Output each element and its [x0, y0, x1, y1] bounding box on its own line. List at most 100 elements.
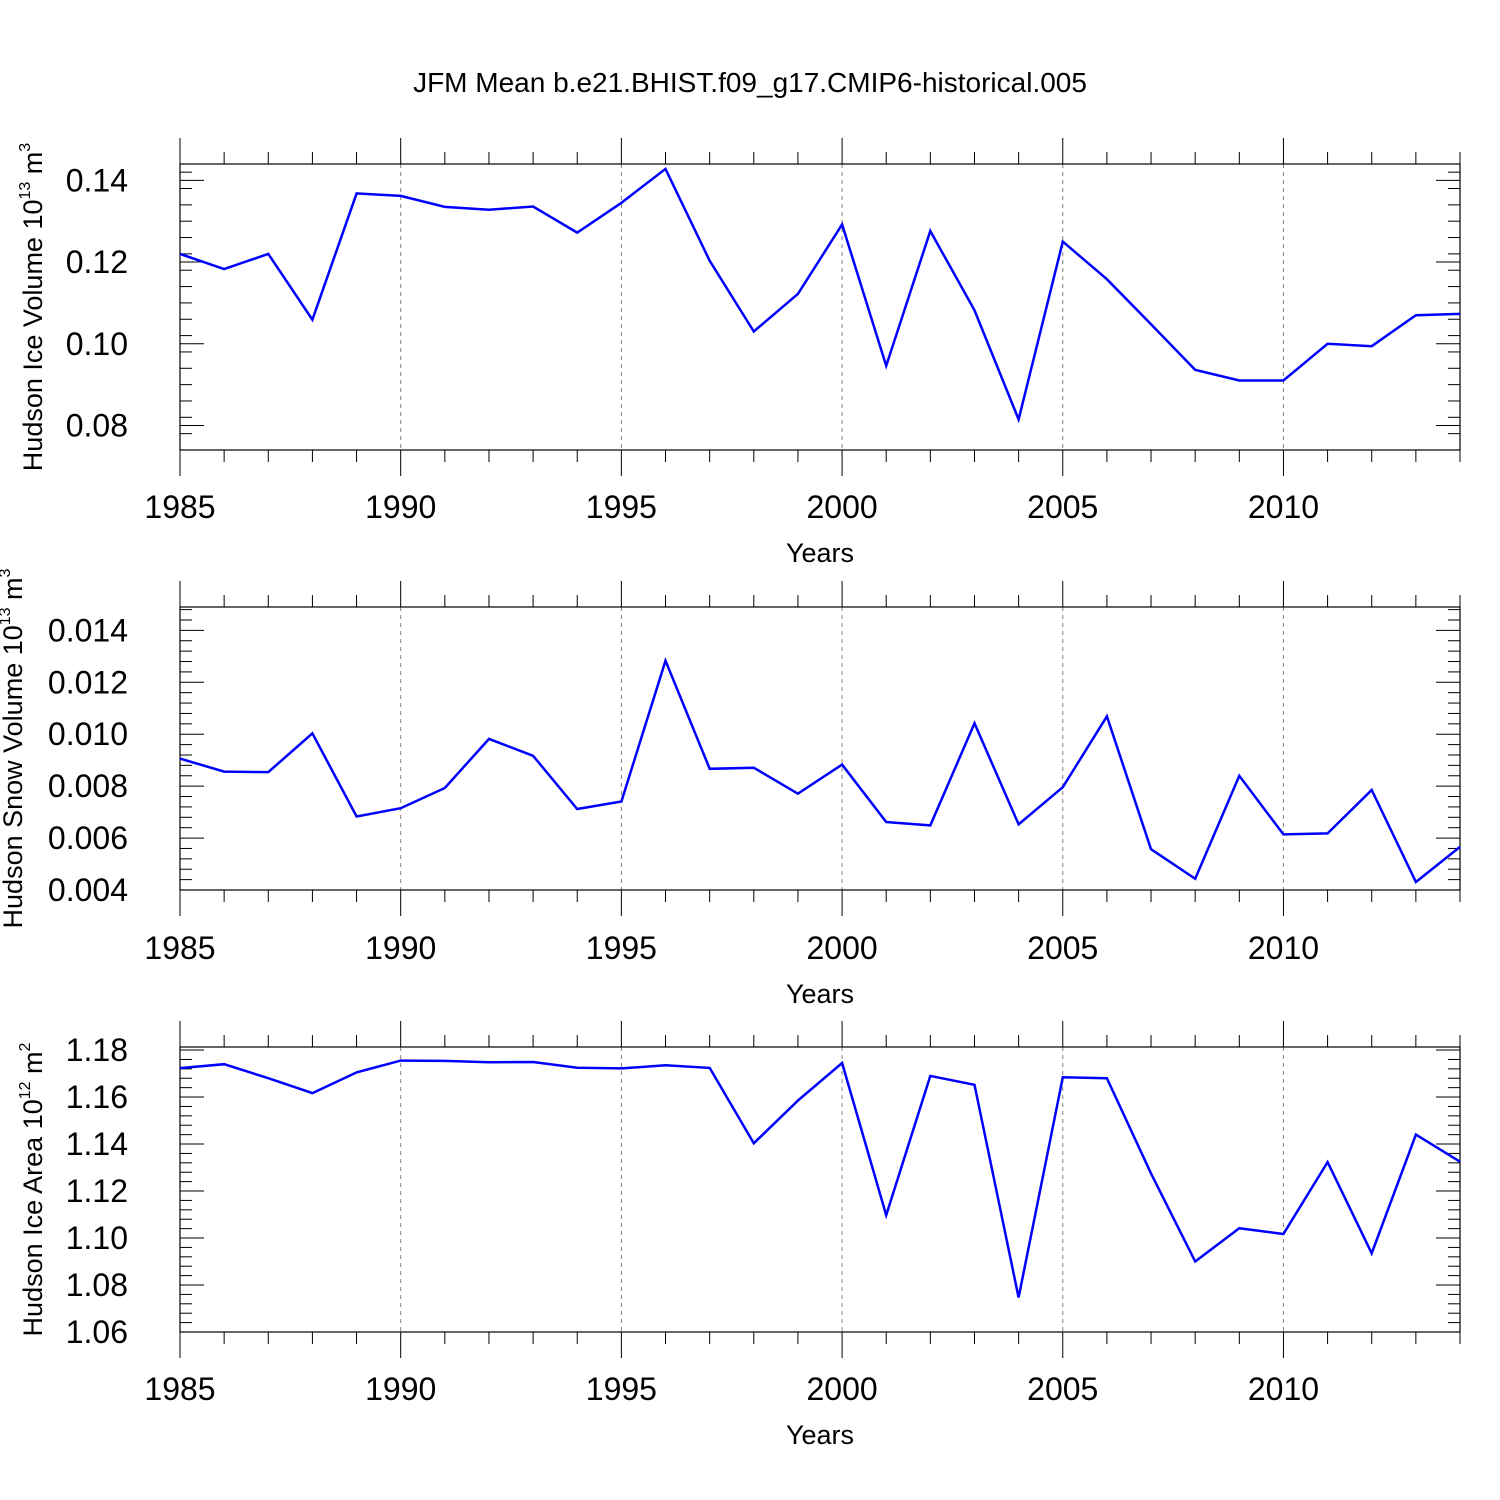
- x-tick-label: 1990: [365, 930, 436, 966]
- x-axis-title: Years: [786, 538, 854, 568]
- data-point: [1194, 878, 1196, 880]
- x-axis-title: Years: [786, 1420, 854, 1450]
- data-point: [179, 758, 181, 760]
- x-tick-label: 2000: [806, 1371, 877, 1407]
- data-point: [179, 253, 181, 255]
- plot-frame: [179, 1046, 1461, 1333]
- data-point: [532, 755, 534, 757]
- data-point: [356, 1071, 358, 1073]
- chart-title: JFM Mean b.e21.BHIST.f09_g17.CMIP6-histo…: [413, 67, 1087, 98]
- data-point: [1415, 314, 1417, 316]
- x-tick-label: 2005: [1027, 1371, 1098, 1407]
- data-point: [885, 1214, 887, 1216]
- data-point: [620, 800, 622, 802]
- x-tick-label: 1995: [586, 489, 657, 525]
- data-point: [223, 771, 225, 773]
- data-point: [1327, 832, 1329, 834]
- y-tick-label: 0.004: [48, 872, 128, 908]
- data-point: [1150, 1172, 1152, 1174]
- data-point: [1459, 313, 1461, 315]
- data-point: [1371, 789, 1373, 791]
- x-tick-label: 2000: [806, 489, 877, 525]
- y-tick-label: 0.010: [48, 716, 128, 752]
- data-point: [885, 821, 887, 823]
- y-tick-label: 0.014: [48, 612, 128, 648]
- data-point: [1150, 848, 1152, 850]
- data-point: [753, 767, 755, 769]
- y-axis-title-ylabel: Hudson Ice Volume 10: [18, 200, 48, 472]
- x-tick-label: 1995: [586, 1371, 657, 1407]
- data-point: [356, 816, 358, 818]
- data-point: [1018, 823, 1020, 825]
- data-point: [1062, 241, 1064, 243]
- data-point: [1282, 380, 1284, 382]
- y-tick-label: 1.08: [66, 1267, 128, 1303]
- y-tick-label: 1.14: [66, 1126, 128, 1162]
- data-point: [267, 253, 269, 255]
- data-point: [1459, 846, 1461, 848]
- data-point: [576, 808, 578, 810]
- data-point: [1282, 833, 1284, 835]
- data-point: [532, 1061, 534, 1063]
- panel-ice-area: 1985 1990 1995 2000 2005 2010 Years 1.06 1.08 1.1…: [17, 1021, 1461, 1450]
- data-point: [1062, 1076, 1064, 1078]
- data-point: [1459, 1161, 1461, 1163]
- data-point: [665, 168, 667, 170]
- series-line-snow-volume: [179, 657, 1461, 884]
- data-point: [973, 722, 975, 724]
- data-point: [797, 1100, 799, 1102]
- y-axis-title-ylabel-unit: m: [18, 152, 48, 182]
- x-tick-label: 1990: [365, 1371, 436, 1407]
- data-point: [753, 1142, 755, 1144]
- x-tick-label: 1995: [586, 930, 657, 966]
- y-axis-title-ylabel-unit-exp: 3: [17, 143, 34, 152]
- data-point: [709, 260, 711, 262]
- data-point: [576, 232, 578, 234]
- data-point: [223, 1063, 225, 1065]
- data-point: [973, 309, 975, 311]
- data-point: [1194, 369, 1196, 371]
- data-point: [620, 202, 622, 204]
- data-point: [1238, 380, 1240, 382]
- data-point: [841, 1062, 843, 1064]
- data-point: [400, 195, 402, 197]
- data-point: [1371, 1252, 1373, 1254]
- y-axis-title-ylabel: Hudson Ice Area 10: [18, 1099, 48, 1336]
- data-point: [973, 1084, 975, 1086]
- data-point: [1238, 775, 1240, 777]
- y-tick-label: 1.06: [66, 1314, 128, 1350]
- data-point: [488, 209, 490, 211]
- data-point: [400, 1060, 402, 1062]
- data-point: [929, 230, 931, 232]
- data-point: [311, 319, 313, 321]
- data-point: [179, 1067, 181, 1069]
- data-point: [929, 1075, 931, 1077]
- x-tick-label: 1985: [144, 1371, 215, 1407]
- y-axis-title-ylabel-unit: m: [18, 1051, 48, 1081]
- y-tick-label: 1.18: [66, 1032, 128, 1068]
- y-tick-label: 0.008: [48, 768, 128, 804]
- panel-ice-volume: 1985 1990 1995 2000 2005 2010 Years 0.08 0.10 0.1…: [17, 138, 1461, 568]
- y-axis-title-ylabel-unit-exp: 2: [17, 1042, 34, 1051]
- data-point: [488, 1061, 490, 1063]
- x-tick-label: 2010: [1248, 1371, 1319, 1407]
- plot-frame: [179, 606, 1461, 891]
- data-point: [797, 793, 799, 795]
- data-point: [1327, 1161, 1329, 1163]
- data-point: [223, 268, 225, 270]
- x-tick-label: 2010: [1248, 930, 1319, 966]
- data-point: [1371, 345, 1373, 347]
- y-axis-title-ylabel: Hudson Snow Volume 10: [0, 625, 28, 928]
- y-tick-label: 0.006: [48, 820, 128, 856]
- y-axis-title: Hudson Ice Area 1012 m2: [17, 1042, 48, 1336]
- y-axis-title-ylabel-exp: 13: [17, 182, 34, 200]
- plot-frame: [179, 163, 1461, 451]
- x-tick-label: 2005: [1027, 489, 1098, 525]
- data-point: [356, 192, 358, 194]
- data-point: [665, 660, 667, 662]
- data-point: [1106, 1077, 1108, 1079]
- data-point: [532, 205, 534, 207]
- y-tick-label: 0.08: [66, 407, 128, 443]
- y-tick-label: 1.12: [66, 1173, 128, 1209]
- x-tick-label: 1985: [144, 489, 215, 525]
